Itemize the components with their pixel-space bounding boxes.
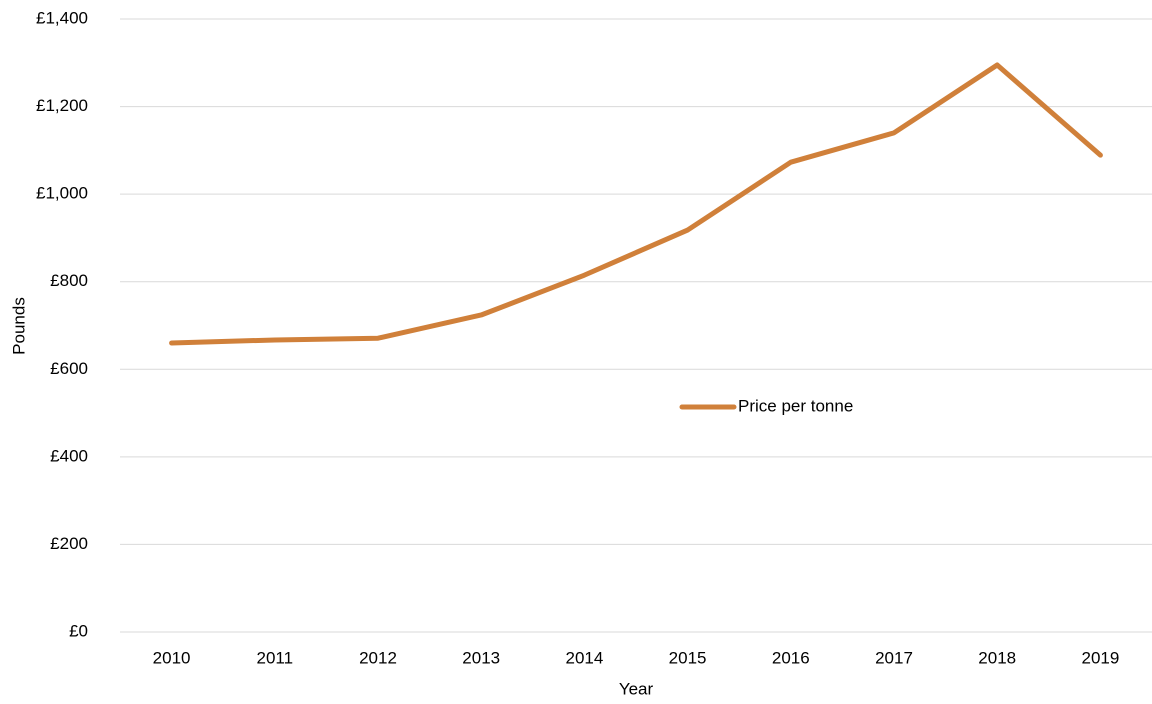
- x-tick-label: 2013: [462, 648, 500, 667]
- x-tick-label: 2012: [359, 648, 397, 667]
- y-tick-label: £800: [50, 271, 88, 290]
- y-axis-label: Pounds: [9, 297, 28, 355]
- x-tick-label: 2010: [153, 648, 191, 667]
- x-tick-label: 2015: [669, 648, 707, 667]
- y-tick-label: £400: [50, 446, 88, 465]
- series-line: [169, 62, 1103, 346]
- x-tick-label: 2016: [772, 648, 810, 667]
- x-tick-label: 2014: [565, 648, 603, 667]
- y-tick-label: £0: [69, 621, 88, 640]
- y-tick-label: £1,000: [36, 184, 88, 203]
- x-tick-label: 2017: [875, 648, 913, 667]
- y-tick-label: £1,200: [36, 96, 88, 115]
- y-tick-label: £600: [50, 359, 88, 378]
- y-tick-label: £200: [50, 534, 88, 553]
- x-tick-label: 2018: [978, 648, 1016, 667]
- legend-label: Price per tonne: [738, 396, 853, 415]
- x-tick-label: 2011: [257, 648, 294, 667]
- x-axis-label: Year: [619, 679, 654, 698]
- x-tick-label: 2019: [1081, 648, 1119, 667]
- y-tick-label: £1,400: [36, 8, 88, 27]
